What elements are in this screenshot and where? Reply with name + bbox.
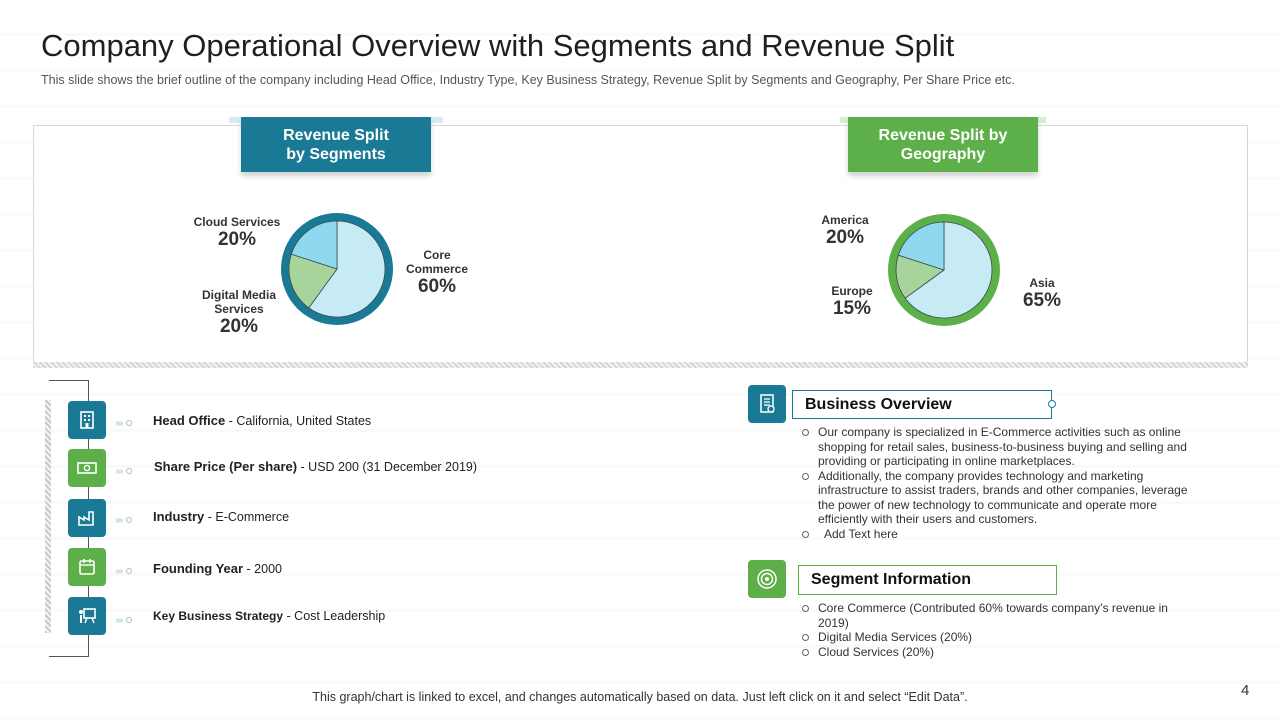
charts-panel bbox=[33, 125, 1248, 363]
segments-pie-chart[interactable] bbox=[278, 210, 396, 328]
page-number: 4 bbox=[1241, 682, 1250, 699]
info-value-share-price: - USD 200 (31 December 2019) bbox=[297, 460, 478, 474]
digital-media-label: Digital Media Services 20% bbox=[189, 288, 289, 338]
row-connector-3: ››››› bbox=[115, 510, 133, 528]
target-icon bbox=[748, 560, 786, 598]
segment-information-title: Segment Information bbox=[811, 571, 972, 588]
pie-slice-america[interactable] bbox=[897, 221, 945, 271]
business-overview-heading: Business Overview bbox=[792, 390, 1052, 419]
business-overview-knob bbox=[1048, 400, 1056, 408]
info-item-industry: Industry - E-Commerce bbox=[153, 509, 289, 524]
europe-name: Europe bbox=[831, 284, 873, 298]
segment-information-bullet-2: Digital Media Services (20%) bbox=[802, 630, 1192, 645]
row-connector-1: ››››› bbox=[115, 413, 133, 431]
asia-name: Asia bbox=[1029, 276, 1055, 290]
info-item-founding-year: Founding Year - 2000 bbox=[153, 561, 282, 576]
pie-slice-core-commerce[interactable] bbox=[308, 220, 386, 318]
europe-pct: 15% bbox=[832, 298, 872, 319]
geography-pie-slices bbox=[895, 221, 993, 319]
factory-icon bbox=[68, 499, 106, 537]
cloud-services-name: Cloud Services bbox=[193, 215, 281, 229]
building-icon bbox=[68, 401, 106, 439]
segment-information-heading: Segment Information bbox=[798, 565, 1057, 595]
core-commerce-pct: 60% bbox=[417, 276, 457, 297]
asia-label: Asia 65% bbox=[1002, 276, 1082, 312]
core-commerce-label: Core Commerce 60% bbox=[397, 248, 477, 298]
page-title: Company Operational Overview with Segmen… bbox=[41, 28, 955, 63]
info-value-industry: - E-Commerce bbox=[204, 510, 290, 524]
america-name: America bbox=[821, 213, 869, 227]
geography-tab-line2: Geography bbox=[900, 145, 986, 163]
info-label-industry: Industry bbox=[153, 509, 205, 524]
row-connector-4: ››››› bbox=[115, 561, 133, 579]
info-item-share-price: Share Price (Per share) - USD 200 (31 De… bbox=[154, 459, 477, 474]
pie-slice-asia[interactable] bbox=[904, 221, 993, 319]
segments-pie-slices bbox=[288, 220, 386, 318]
america-pct: 20% bbox=[825, 227, 865, 248]
row-connector-5: ››››› bbox=[115, 610, 133, 628]
page-subtitle: This slide shows the brief outline of th… bbox=[41, 73, 1015, 87]
calendar-icon bbox=[68, 548, 106, 586]
presentation-icon bbox=[68, 597, 106, 635]
geography-tab: Revenue Split by Geography bbox=[848, 117, 1038, 172]
info-item-key-strategy: Key Business Strategy - Cost Leadership bbox=[153, 609, 385, 623]
geography-tab-line1: Revenue Split by bbox=[878, 126, 1008, 144]
info-value-key-strategy: - Cost Leadership bbox=[283, 609, 386, 623]
info-label-founding-year: Founding Year bbox=[153, 561, 244, 576]
digital-media-name-2: Services bbox=[214, 302, 264, 316]
segment-information-bullet-1: Core Commerce (Contributed 60% towards c… bbox=[802, 601, 1192, 630]
core-commerce-name-2: Commerce bbox=[405, 262, 469, 276]
cloud-services-pct: 20% bbox=[217, 229, 257, 250]
info-label-key-strategy: Key Business Strategy bbox=[153, 609, 284, 623]
panel-shadow bbox=[33, 362, 1248, 368]
business-overview-bullet-2: Additionally, the company provides techn… bbox=[802, 469, 1202, 527]
info-list-hatch bbox=[45, 400, 51, 633]
digital-media-name-1: Digital Media bbox=[201, 288, 276, 302]
cloud-services-label: Cloud Services 20% bbox=[187, 215, 287, 251]
info-value-founding-year: - 2000 bbox=[243, 562, 282, 576]
info-item-head-office: Head Office - California, United States bbox=[153, 413, 371, 428]
asia-pct: 65% bbox=[1022, 290, 1062, 311]
business-overview-bullet-3: Add Text here bbox=[802, 527, 1202, 542]
row-connector-2: ››››› bbox=[115, 461, 133, 479]
business-overview-list: Our company is specialized in E-Commerce… bbox=[802, 425, 1202, 541]
money-icon bbox=[68, 449, 106, 487]
segments-tab: Revenue Split by Segments bbox=[241, 117, 431, 172]
segments-tab-line2: by Segments bbox=[286, 145, 386, 163]
segment-information-bullet-3: Cloud Services (20%) bbox=[802, 645, 1192, 660]
segments-tab-line1: Revenue Split bbox=[283, 126, 389, 144]
geography-pie-chart[interactable] bbox=[886, 212, 1002, 328]
europe-label: Europe 15% bbox=[812, 284, 892, 320]
segment-information-list: Core Commerce (Contributed 60% towards c… bbox=[802, 601, 1192, 659]
digital-media-pct: 20% bbox=[219, 316, 259, 337]
document-icon bbox=[748, 385, 786, 423]
core-commerce-name-1: Core bbox=[423, 248, 451, 262]
business-overview-bullet-1: Our company is specialized in E-Commerce… bbox=[802, 425, 1202, 469]
america-label: America 20% bbox=[805, 213, 885, 249]
info-value-head-office: - California, United States bbox=[225, 414, 372, 428]
pie-slice-digital-media-services[interactable] bbox=[288, 253, 338, 309]
info-label-head-office: Head Office bbox=[153, 413, 226, 428]
info-label-share-price: Share Price (Per share) bbox=[154, 459, 298, 474]
footer-note: This graph/chart is linked to excel, and… bbox=[312, 690, 968, 704]
business-overview-title: Business Overview bbox=[805, 395, 952, 413]
pie-slice-cloud-services[interactable] bbox=[290, 220, 338, 270]
